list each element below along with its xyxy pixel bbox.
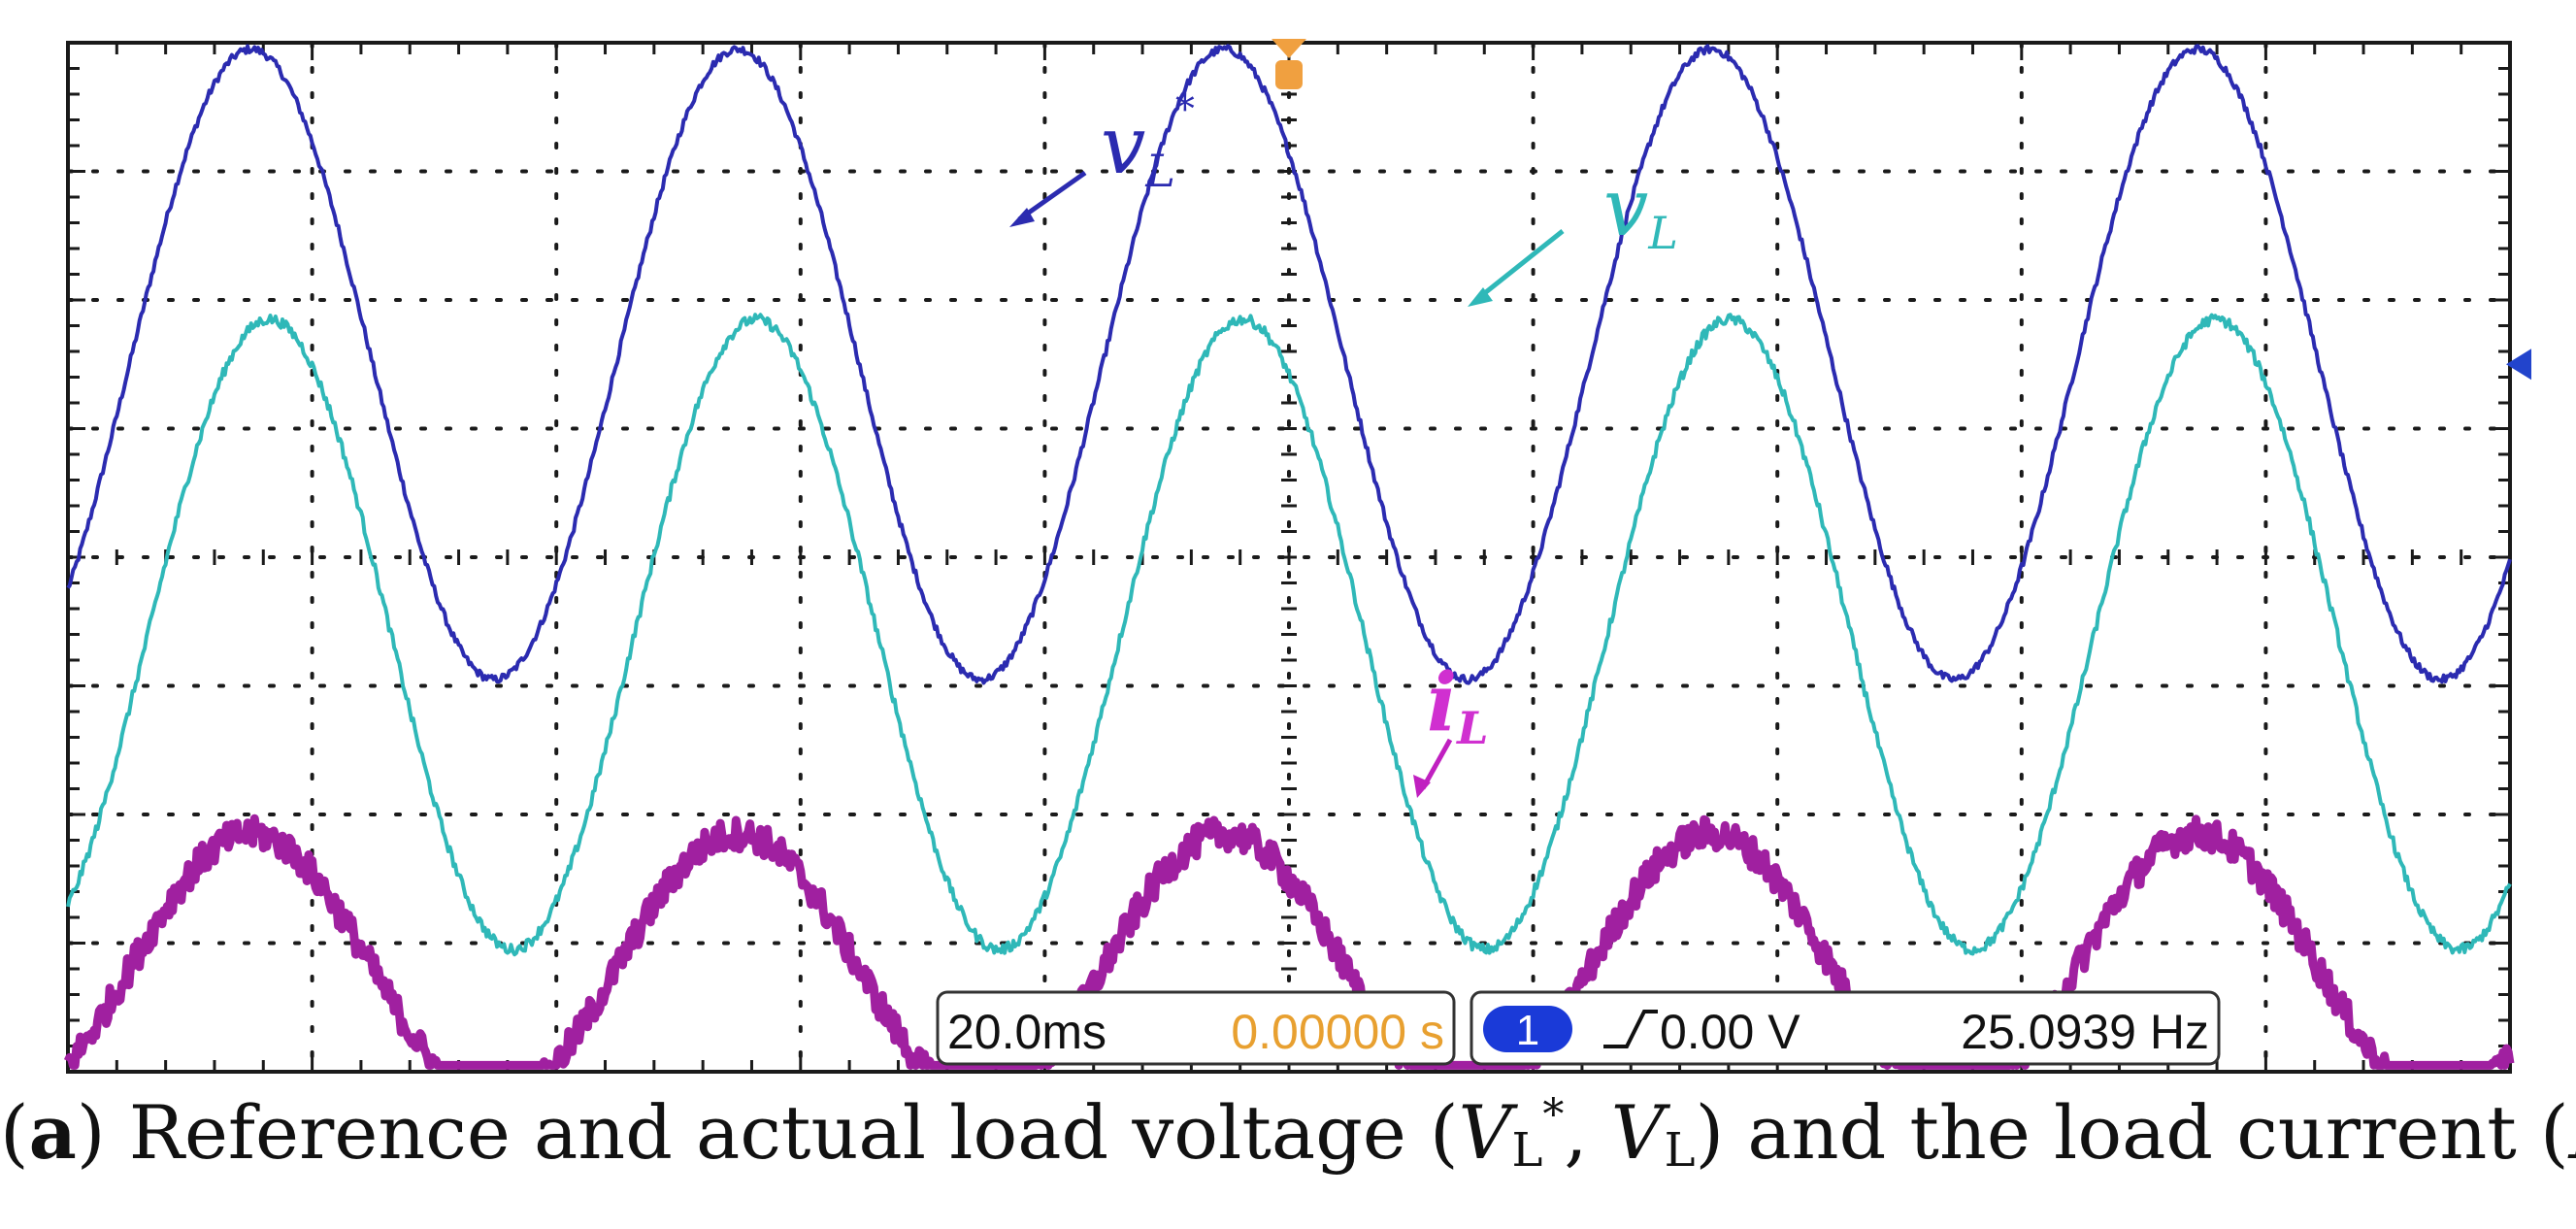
caption-text-middle: ) and the load current (	[1696, 1089, 2569, 1176]
caption-symbol-3: I	[2569, 1089, 2576, 1176]
caption-separator: ,	[1564, 1089, 1610, 1176]
caption-symbol-2: V	[1611, 1089, 1665, 1176]
caption-text-before: Reference and actual load voltage (	[129, 1089, 1459, 1176]
figure-caption: (a) Reference and actual load voltage (V…	[0, 1089, 2576, 1178]
status-bar: 20.0ms 0.00000 s 1 0.00 V 25.0939 Hz	[938, 992, 2219, 1064]
oscilloscope-screen: vL* vL iL 20.0ms 0.00000 s 1 0.00 V 25.0…	[0, 0, 2576, 1229]
channel-number: 1	[1516, 1007, 1539, 1054]
caption-symbol-1: V	[1459, 1089, 1512, 1176]
caption-tag: a	[29, 1089, 77, 1176]
timebase-value: 20.0ms	[947, 1005, 1106, 1059]
caption-sub-1: L	[1512, 1123, 1543, 1178]
trigger-level-value: 0.00 V	[1660, 1005, 1800, 1059]
delay-value: 0.00000 s	[1231, 1005, 1444, 1059]
frequency-value: 25.0939 Hz	[1961, 1005, 2209, 1059]
caption-sub-2: L	[1665, 1123, 1696, 1178]
caption-sup-1: *	[1542, 1090, 1564, 1140]
trigger-marker-body	[1275, 60, 1303, 89]
